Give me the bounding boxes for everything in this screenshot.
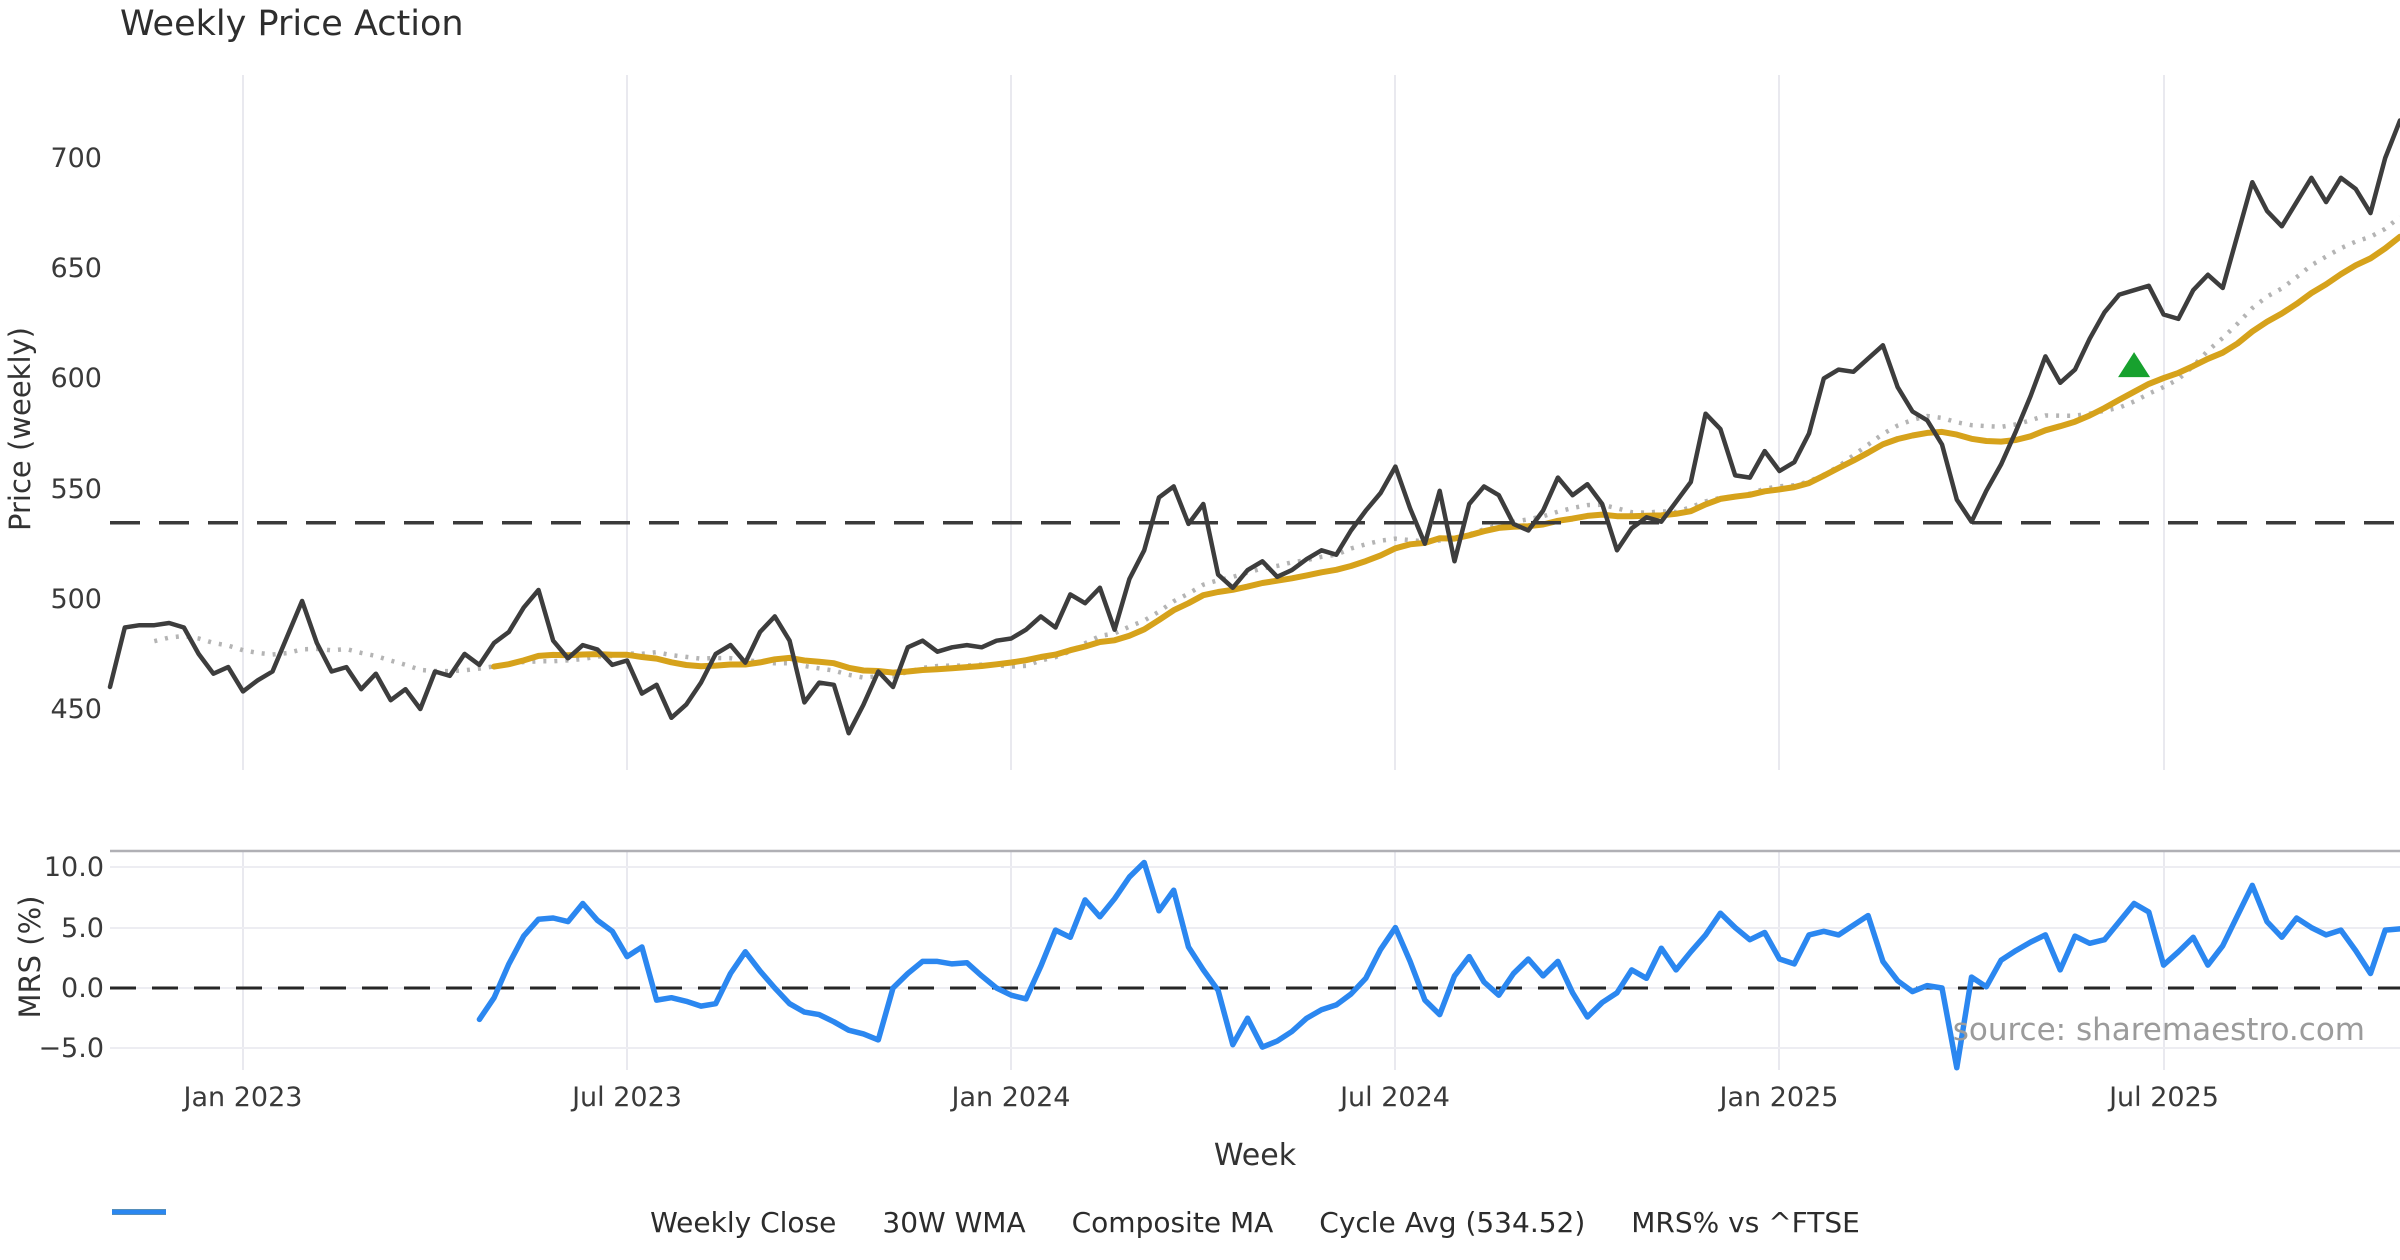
mrs-axis-ticks: 10.0 5.0 0.0 −5.0	[38, 852, 104, 1064]
price-axis-label: Price (weekly)	[3, 327, 37, 532]
legend-item-composite-ma: Composite MA	[112, 1206, 1274, 1239]
composite-ma-line	[153, 214, 2400, 680]
price-axis-ticks: 450 500 550 600 650 700	[50, 143, 102, 725]
legend-label: Cycle Avg (534.52)	[1319, 1206, 1586, 1239]
price-tick: 700	[50, 143, 102, 174]
legend: Weekly Close 30W WMA Composite MA Cycle …	[110, 1206, 2400, 1239]
price-tick: 650	[50, 253, 102, 284]
legend-label: 30W WMA	[882, 1206, 1026, 1239]
x-tick: Jul 2023	[570, 1082, 682, 1113]
price-tick: 550	[50, 474, 102, 505]
legend-item-weekly-close: Weekly Close	[112, 1206, 837, 1239]
mrs-tick: 10.0	[44, 852, 104, 883]
legend-item-wma: 30W WMA	[112, 1206, 1026, 1239]
legend-label: MRS% vs ^FTSE	[1631, 1206, 1860, 1239]
mrs-tick: 5.0	[61, 913, 104, 944]
source-watermark: source: sharemaestro.com	[1952, 1012, 2365, 1048]
legend-item-cycle-avg: Cycle Avg (534.52)	[112, 1206, 1586, 1239]
buy-signal-triangle-marker	[2118, 352, 2151, 378]
x-tick: Jan 2023	[182, 1082, 303, 1113]
price-tick: 450	[50, 694, 102, 725]
chart-title: Weekly Price Action	[120, 4, 464, 44]
mrs-tick: 0.0	[61, 973, 104, 1004]
legend-sample-solid-blue	[112, 1209, 166, 1215]
price-tick: 600	[50, 363, 102, 394]
weekly-close-line	[107, 118, 2400, 736]
mrs-axis-label: MRS (%)	[13, 895, 47, 1019]
x-tick: Jan 2025	[1718, 1082, 1839, 1113]
price-tick: 500	[50, 584, 102, 615]
x-axis-label: Week	[1213, 1138, 1297, 1173]
mrs-tick: −5.0	[38, 1033, 104, 1064]
x-tick: Jul 2024	[1338, 1082, 1450, 1113]
mrs-line	[476, 859, 2400, 1071]
x-tick: Jan 2024	[950, 1082, 1071, 1113]
wma-30w-line	[491, 233, 2400, 676]
legend-label: Composite MA	[1071, 1206, 1274, 1239]
price-panel-gridlines	[242, 75, 2165, 770]
x-tick: Jul 2025	[2107, 1082, 2219, 1113]
legend-item-mrs: MRS% vs ^FTSE	[112, 1206, 1860, 1239]
x-axis-ticks: Jan 2023 Jul 2023 Jan 2024 Jul 2024 Jan …	[182, 1082, 2219, 1113]
legend-label: Weekly Close	[650, 1206, 837, 1239]
